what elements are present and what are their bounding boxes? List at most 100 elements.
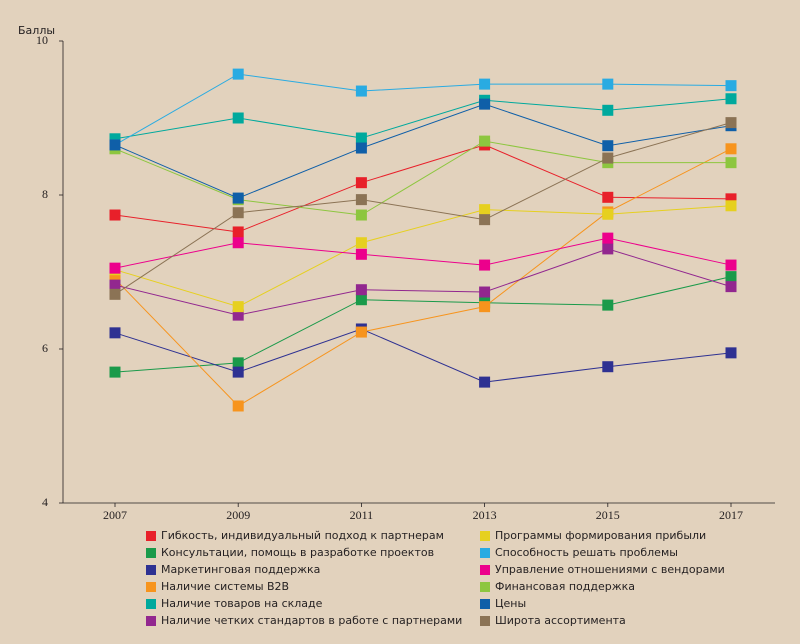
legend-swatch bbox=[480, 565, 490, 575]
marker bbox=[232, 366, 244, 378]
y-tick-label: 10 bbox=[36, 33, 48, 47]
legend-swatch bbox=[146, 531, 156, 541]
y-tick-label: 8 bbox=[42, 187, 48, 201]
marker bbox=[725, 271, 737, 283]
marker bbox=[232, 400, 244, 412]
x-tick-label: 2007 bbox=[103, 508, 127, 522]
marker bbox=[355, 237, 367, 249]
marker bbox=[725, 193, 737, 205]
marker bbox=[232, 237, 244, 249]
marker bbox=[232, 68, 244, 80]
marker bbox=[109, 209, 121, 221]
marker bbox=[232, 112, 244, 124]
legend-swatch bbox=[146, 599, 156, 609]
marker bbox=[602, 299, 614, 311]
x-tick-label: 2015 bbox=[596, 508, 620, 522]
marker bbox=[109, 366, 121, 378]
legend-label: Наличие системы B2B bbox=[161, 580, 289, 593]
legend-swatch bbox=[146, 565, 156, 575]
legend-label: Широта ассортимента bbox=[495, 614, 626, 627]
legend-label: Управление отношениями с вендорами bbox=[495, 563, 725, 576]
legend-label: Гибкость, индивидуальный подход к партне… bbox=[161, 529, 444, 542]
legend-swatch bbox=[480, 616, 490, 626]
marker bbox=[232, 207, 244, 219]
marker bbox=[725, 117, 737, 129]
marker bbox=[602, 208, 614, 220]
marker bbox=[355, 194, 367, 206]
marker bbox=[602, 361, 614, 373]
series-line bbox=[114, 237, 732, 269]
legend-label: Консультации, помощь в разработке проект… bbox=[161, 546, 434, 559]
legend-label: Способность решать проблемы bbox=[495, 546, 678, 559]
x-tick-label: 2011 bbox=[350, 508, 374, 522]
x-tick-label: 2013 bbox=[473, 508, 497, 522]
marker bbox=[602, 243, 614, 255]
marker bbox=[479, 301, 491, 313]
series-line bbox=[114, 248, 732, 316]
marker bbox=[602, 191, 614, 203]
legend-label: Наличие товаров на складе bbox=[161, 597, 323, 610]
marker bbox=[232, 357, 244, 369]
marker bbox=[725, 93, 737, 105]
marker bbox=[602, 232, 614, 244]
marker bbox=[109, 139, 121, 151]
marker bbox=[232, 226, 244, 238]
legend-label: Финансовая поддержка bbox=[495, 580, 635, 593]
marker bbox=[725, 347, 737, 359]
legend-label: Программы формирования прибыли bbox=[495, 529, 706, 542]
y-tick-label: 4 bbox=[42, 495, 48, 509]
legend-label: Цены bbox=[495, 597, 526, 610]
marker bbox=[109, 288, 121, 300]
marker bbox=[355, 209, 367, 221]
marker bbox=[725, 200, 737, 212]
marker bbox=[479, 259, 491, 271]
marker bbox=[479, 78, 491, 90]
x-tick-label: 2009 bbox=[226, 508, 250, 522]
series-line bbox=[114, 122, 732, 295]
marker bbox=[725, 143, 737, 155]
marker bbox=[109, 133, 121, 145]
marker bbox=[355, 132, 367, 144]
series-line bbox=[114, 148, 732, 407]
marker bbox=[355, 85, 367, 97]
legend-swatch bbox=[480, 599, 490, 609]
legend-swatch bbox=[480, 582, 490, 592]
legend-swatch bbox=[146, 582, 156, 592]
legend-label: Наличие четких стандартов в работе с пар… bbox=[161, 614, 462, 627]
series-line bbox=[114, 98, 732, 140]
marker bbox=[602, 152, 614, 164]
x-tick-label: 2017 bbox=[719, 508, 743, 522]
legend-swatch bbox=[146, 616, 156, 626]
series-line bbox=[114, 140, 731, 216]
series-line bbox=[114, 103, 732, 199]
marker bbox=[479, 135, 491, 147]
marker bbox=[479, 98, 491, 110]
marker bbox=[479, 286, 491, 298]
marker bbox=[355, 284, 367, 296]
marker bbox=[109, 279, 121, 291]
marker bbox=[602, 104, 614, 116]
marker bbox=[479, 204, 491, 216]
legend-swatch bbox=[146, 548, 156, 558]
series-line bbox=[114, 144, 732, 233]
series-line bbox=[114, 328, 732, 383]
series-line bbox=[114, 73, 732, 146]
marker bbox=[232, 301, 244, 313]
marker bbox=[725, 157, 737, 169]
marker bbox=[355, 326, 367, 338]
marker bbox=[109, 262, 121, 274]
series-line bbox=[114, 205, 732, 308]
marker bbox=[109, 273, 121, 285]
marker bbox=[725, 80, 737, 92]
legend-swatch bbox=[480, 531, 490, 541]
series-line bbox=[114, 276, 732, 373]
marker bbox=[109, 327, 121, 339]
legend-label: Маркетинговая поддержка bbox=[161, 563, 320, 576]
marker bbox=[232, 309, 244, 321]
marker bbox=[479, 376, 491, 388]
legend-swatch bbox=[480, 548, 490, 558]
marker bbox=[725, 281, 737, 293]
marker bbox=[725, 259, 737, 271]
y-tick-label: 6 bbox=[42, 341, 48, 355]
